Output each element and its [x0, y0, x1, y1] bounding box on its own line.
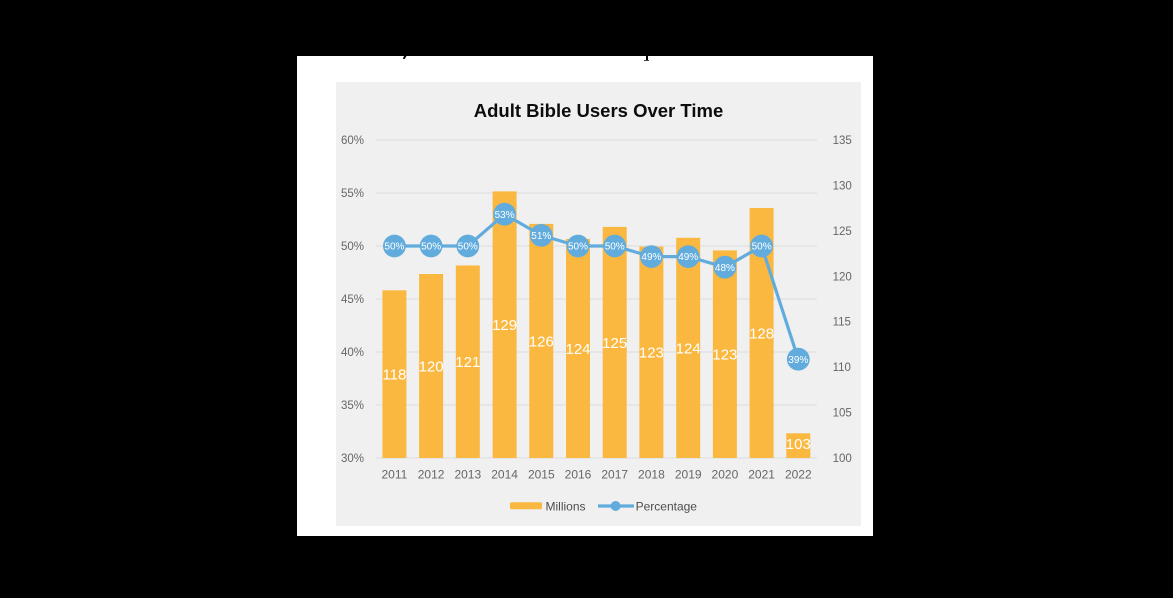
svg-text:Adult Bible Users Over Time: Adult Bible Users Over Time — [474, 100, 724, 121]
svg-text:2014: 2014 — [491, 467, 518, 481]
svg-text:120: 120 — [419, 358, 444, 375]
svg-text:135: 135 — [833, 135, 852, 147]
svg-text:2015: 2015 — [528, 467, 555, 481]
svg-text:103: 103 — [786, 436, 811, 453]
svg-text:115: 115 — [833, 317, 851, 329]
svg-text:50%: 50% — [605, 242, 625, 253]
svg-text:50%: 50% — [421, 242, 441, 253]
svg-text:49%: 49% — [678, 252, 698, 263]
svg-text:123: 123 — [639, 345, 664, 362]
svg-text:124: 124 — [676, 340, 701, 357]
svg-text:Millions: Millions — [546, 500, 586, 514]
svg-text:2016: 2016 — [565, 467, 592, 481]
svg-text:39%: 39% — [788, 355, 808, 366]
svg-text:2013: 2013 — [454, 467, 481, 481]
svg-text:100: 100 — [833, 453, 852, 465]
svg-text:35%: 35% — [341, 400, 364, 412]
svg-text:2022: 2022 — [785, 467, 812, 481]
svg-text:126: 126 — [529, 333, 554, 350]
svg-text:49%: 49% — [641, 252, 661, 263]
svg-text:50%: 50% — [458, 242, 478, 253]
svg-text:50%: 50% — [752, 242, 772, 253]
svg-text:123: 123 — [712, 347, 737, 364]
svg-text:51%: 51% — [531, 231, 551, 242]
svg-text:2021: 2021 — [748, 467, 775, 481]
svg-text:105: 105 — [833, 408, 852, 420]
svg-text:50%: 50% — [568, 242, 588, 253]
svg-text:45%: 45% — [341, 294, 364, 306]
svg-text:2011: 2011 — [381, 467, 407, 481]
svg-text:48%: 48% — [715, 263, 735, 274]
svg-text:2017: 2017 — [601, 467, 628, 481]
svg-text:30%: 30% — [341, 453, 364, 465]
svg-text:130: 130 — [833, 180, 852, 192]
svg-text:Percentage: Percentage — [636, 500, 698, 514]
svg-text:128: 128 — [749, 325, 774, 342]
svg-text:125: 125 — [833, 226, 852, 238]
svg-text:2012: 2012 — [418, 467, 445, 481]
svg-text:2019: 2019 — [675, 467, 702, 481]
svg-text:110: 110 — [833, 362, 851, 374]
svg-text:40%: 40% — [341, 347, 364, 359]
svg-text:2018: 2018 — [638, 467, 665, 481]
svg-text:118: 118 — [382, 367, 406, 384]
svg-text:50%: 50% — [384, 242, 404, 253]
svg-text:2020: 2020 — [712, 467, 739, 481]
svg-text:125: 125 — [602, 335, 627, 352]
svg-text:120: 120 — [833, 271, 852, 283]
svg-text:121: 121 — [455, 354, 480, 371]
svg-text:53%: 53% — [495, 210, 515, 221]
svg-text:50%: 50% — [341, 241, 364, 253]
svg-text:55%: 55% — [341, 188, 364, 200]
svg-text:124: 124 — [565, 341, 590, 358]
svg-text:60%: 60% — [341, 135, 364, 147]
svg-text:129: 129 — [492, 317, 517, 334]
